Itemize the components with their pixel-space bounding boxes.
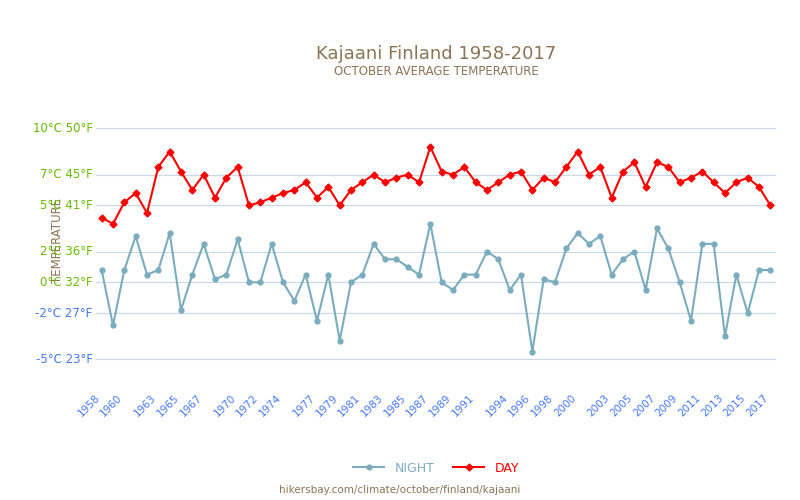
Y-axis label: TEMPERATURE: TEMPERATURE bbox=[50, 198, 64, 282]
Text: 10°C 50°F: 10°C 50°F bbox=[33, 122, 93, 135]
Legend: NIGHT, DAY: NIGHT, DAY bbox=[348, 457, 524, 480]
Text: -2°C 27°F: -2°C 27°F bbox=[35, 306, 93, 320]
Text: OCTOBER AVERAGE TEMPERATURE: OCTOBER AVERAGE TEMPERATURE bbox=[334, 65, 538, 78]
Text: 2°C 36°F: 2°C 36°F bbox=[40, 245, 93, 258]
Title: Kajaani Finland 1958-2017: Kajaani Finland 1958-2017 bbox=[316, 46, 556, 64]
Text: hikersbay.com/climate/october/finland/kajaani: hikersbay.com/climate/october/finland/ka… bbox=[279, 485, 521, 495]
Text: 0°C 32°F: 0°C 32°F bbox=[40, 276, 93, 289]
Text: 7°C 45°F: 7°C 45°F bbox=[40, 168, 93, 181]
Text: -5°C 23°F: -5°C 23°F bbox=[35, 352, 93, 366]
Text: 5°C 41°F: 5°C 41°F bbox=[40, 199, 93, 212]
